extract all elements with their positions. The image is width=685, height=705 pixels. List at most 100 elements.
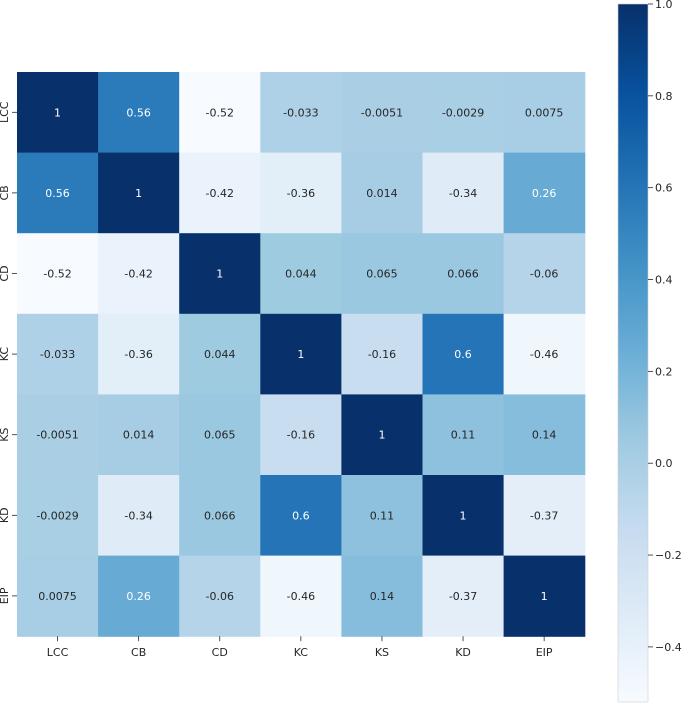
cell-value-label: 0.26 bbox=[126, 590, 151, 603]
heatmap-cell-eip-cb bbox=[98, 555, 180, 637]
heatmap-cell-eip-kd bbox=[422, 555, 505, 637]
x-tick-label-eip: EIP bbox=[536, 646, 553, 659]
heatmap-cell-cd-cb bbox=[98, 233, 180, 315]
heatmap-cell-kc-lcc bbox=[17, 313, 99, 395]
colorbar-tick-label: 0.6 bbox=[655, 182, 673, 195]
cell-value-label: 1 bbox=[216, 268, 223, 281]
heatmap-cell-lcc-ks bbox=[341, 72, 424, 154]
heatmap-cell-ks-kc bbox=[260, 394, 342, 476]
colorbar-tick-label: −0.4 bbox=[655, 641, 682, 654]
cell-value-label: -0.46 bbox=[287, 590, 315, 603]
y-tick-label-cb: CB bbox=[0, 185, 11, 200]
x-tick-label-cd: CD bbox=[212, 646, 228, 659]
cell-value-label: -0.16 bbox=[287, 429, 315, 442]
heatmap-cell-cd-ks bbox=[341, 233, 424, 315]
cell-value-label: -0.06 bbox=[530, 268, 558, 281]
heatmap-cell-eip-ks bbox=[341, 555, 424, 637]
heatmap-cell-cb-cb bbox=[98, 152, 180, 234]
heatmap-cell-kd-cd bbox=[179, 475, 261, 557]
heatmap-cells: 1 0.56 -0.52 -0.033 -0.0051 -0.0029 0.0075 0.56… bbox=[17, 72, 586, 637]
cell-value-label: 1 bbox=[297, 348, 304, 361]
heatmap-cell-lcc-cd bbox=[179, 72, 261, 154]
heatmap-cell-kc-eip bbox=[503, 313, 586, 395]
colorbar-tick-label: 1.0 bbox=[655, 0, 673, 11]
heatmap-cell-lcc-cb bbox=[98, 72, 180, 154]
cell-value-label: 0.6 bbox=[454, 348, 472, 361]
heatmap-cell-cb-ks bbox=[341, 152, 424, 234]
x-tick-label-lcc: LCC bbox=[47, 646, 69, 659]
cell-value-label: 1 bbox=[378, 429, 385, 442]
cell-value-label: -0.0029 bbox=[36, 509, 78, 522]
cell-value-label: 0.0075 bbox=[525, 106, 564, 119]
cell-value-label: 1 bbox=[135, 187, 142, 200]
y-tick-label-cd: CD bbox=[0, 265, 11, 281]
cell-value-label: 0.56 bbox=[126, 106, 151, 119]
colorbar-tick-label: 0.2 bbox=[655, 365, 673, 378]
cell-value-label: 0.11 bbox=[370, 509, 395, 522]
x-tick-label-ks: KS bbox=[375, 646, 389, 659]
cell-value-label: -0.033 bbox=[283, 106, 318, 119]
cell-value-label: 0.044 bbox=[285, 268, 317, 281]
cell-value-label: 0.26 bbox=[532, 187, 557, 200]
colorbar-gradient bbox=[617, 3, 649, 703]
heatmap-cell-kc-cb bbox=[98, 313, 180, 395]
cell-value-label: -0.36 bbox=[287, 187, 315, 200]
heatmap-cell-cd-cd bbox=[179, 233, 261, 315]
cell-value-label: -0.033 bbox=[40, 348, 75, 361]
cell-value-label: 0.066 bbox=[204, 509, 236, 522]
heatmap-cell-kd-ks bbox=[341, 475, 424, 557]
cell-value-label: 1 bbox=[541, 590, 548, 603]
heatmap-cell-lcc-kc bbox=[260, 72, 342, 154]
cell-value-label: -0.16 bbox=[368, 348, 396, 361]
y-tick-label-kc: KC bbox=[0, 347, 11, 362]
heatmap-cell-kd-lcc bbox=[17, 475, 99, 557]
cell-value-label: -0.52 bbox=[206, 106, 234, 119]
heatmap-cell-lcc-lcc bbox=[17, 72, 99, 154]
heatmap-cell-cb-lcc bbox=[17, 152, 99, 234]
heatmap-cell-lcc-kd bbox=[422, 72, 505, 154]
cell-value-label: -0.37 bbox=[449, 590, 477, 603]
x-tick-label-cb: CB bbox=[131, 646, 146, 659]
heatmap-cell-eip-lcc bbox=[17, 555, 99, 637]
heatmap-cell-lcc-eip bbox=[503, 72, 586, 154]
y-axis: LCC CB CD KC KS KD EIP bbox=[0, 101, 17, 604]
cell-value-label: -0.0051 bbox=[36, 429, 78, 442]
cell-value-label: 0.56 bbox=[45, 187, 70, 200]
heatmap-cell-eip-cd bbox=[179, 555, 261, 637]
heatmap-cell-cd-lcc bbox=[17, 233, 99, 315]
heatmap-cell-cb-eip bbox=[503, 152, 586, 234]
cell-value-label: -0.42 bbox=[206, 187, 234, 200]
heatmap-cell-ks-lcc bbox=[17, 394, 99, 476]
heatmap-cell-kc-kc bbox=[260, 313, 342, 395]
colorbar-tick-label: 0.4 bbox=[655, 274, 673, 287]
colorbar-axis: 1.0 0.8 0.6 0.4 0.2 0.0 −0.2 −0.4 bbox=[648, 0, 682, 654]
y-tick-label-lcc: LCC bbox=[0, 101, 11, 123]
heatmap-cell-cb-cd bbox=[179, 152, 261, 234]
x-tick-label-kd: KD bbox=[455, 646, 471, 659]
y-tick-label-eip: EIP bbox=[0, 587, 11, 604]
heatmap-cell-kd-kc bbox=[260, 475, 342, 557]
cell-value-label: 0.066 bbox=[447, 268, 479, 281]
heatmap-cell-ks-ks bbox=[341, 394, 424, 476]
heatmap-cell-cb-kd bbox=[422, 152, 505, 234]
heatmap-cell-cd-kc bbox=[260, 233, 342, 315]
heatmap-cell-ks-cb bbox=[98, 394, 180, 476]
cell-value-label: 0.014 bbox=[123, 429, 155, 442]
cell-value-label: -0.37 bbox=[530, 509, 558, 522]
heatmap-cell-cd-kd bbox=[422, 233, 505, 315]
cell-value-label: 0.014 bbox=[366, 187, 398, 200]
heatmap-cell-kc-cd bbox=[179, 313, 261, 395]
y-tick-label-kd: KD bbox=[0, 507, 11, 523]
cell-value-label: 0.6 bbox=[292, 509, 310, 522]
cell-value-label: 0.14 bbox=[370, 590, 395, 603]
colorbar-tick-label: 0.0 bbox=[655, 457, 673, 470]
heatmap-cell-kd-eip bbox=[503, 475, 586, 557]
colorbar-tick-label: 0.8 bbox=[655, 90, 673, 103]
cell-value-label: 0.11 bbox=[451, 429, 476, 442]
heatmap-cell-ks-eip bbox=[503, 394, 586, 476]
heatmap-cell-ks-cd bbox=[179, 394, 261, 476]
heatmap-cell-kc-kd bbox=[422, 313, 505, 395]
heatmap-cell-kd-cb bbox=[98, 475, 180, 557]
heatmap-cell-cd-eip bbox=[503, 233, 586, 315]
